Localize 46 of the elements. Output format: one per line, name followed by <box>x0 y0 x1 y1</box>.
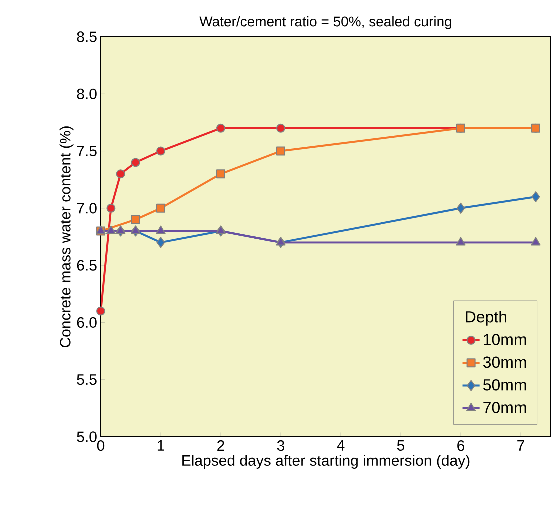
chart-title: Water/cement ratio = 50%, sealed curing <box>200 16 452 30</box>
point <box>116 170 126 179</box>
point <box>276 146 286 156</box>
y-axis-title: Concrete mass water content (%) <box>60 126 74 348</box>
x-tick-label: 0 <box>97 440 105 452</box>
point <box>216 124 226 133</box>
y-tick-label: 7.5 <box>77 146 97 157</box>
y-tick-label: 7.0 <box>77 203 97 214</box>
point <box>216 226 226 234</box>
point <box>106 226 116 234</box>
x-tick-label: 4 <box>337 440 345 451</box>
x-axis-title: Elapsed days after starting immersion (day) <box>182 455 470 469</box>
point <box>531 237 541 246</box>
x-tick-label: 6 <box>458 440 465 452</box>
point <box>96 306 106 316</box>
point <box>156 237 166 248</box>
point <box>532 191 540 202</box>
x-tick-label: 3 <box>277 440 285 452</box>
point <box>216 170 226 179</box>
point <box>116 226 126 234</box>
point <box>156 204 166 213</box>
y-tick-label: 6.0 <box>77 317 97 328</box>
x-tick-label: 5 <box>397 440 405 451</box>
point <box>156 226 166 234</box>
point <box>276 124 286 133</box>
x-tick-label: 1 <box>158 440 164 451</box>
x-tick-label: 2 <box>218 440 224 451</box>
y-tick-label: 5.0 <box>77 432 97 442</box>
point <box>131 215 140 224</box>
point <box>156 146 166 156</box>
legend-label: 30mm <box>483 356 526 368</box>
point <box>106 204 116 213</box>
point <box>456 202 466 214</box>
legend-title: Depth <box>466 311 506 326</box>
point <box>130 226 141 234</box>
y-tick-label: 5.5 <box>77 374 97 386</box>
point <box>276 237 286 246</box>
point <box>131 158 140 168</box>
point <box>456 237 466 246</box>
legend-label: 50mm <box>483 379 526 391</box>
x-tick-label: 7 <box>518 440 524 451</box>
y-tick-label: 6.5 <box>77 260 97 271</box>
y-tick-label: 8.5 <box>77 32 97 42</box>
legend-label: 10mm <box>484 334 526 346</box>
y-tick-label: 8.0 <box>77 88 97 100</box>
legend-label: 70mm <box>484 402 526 414</box>
